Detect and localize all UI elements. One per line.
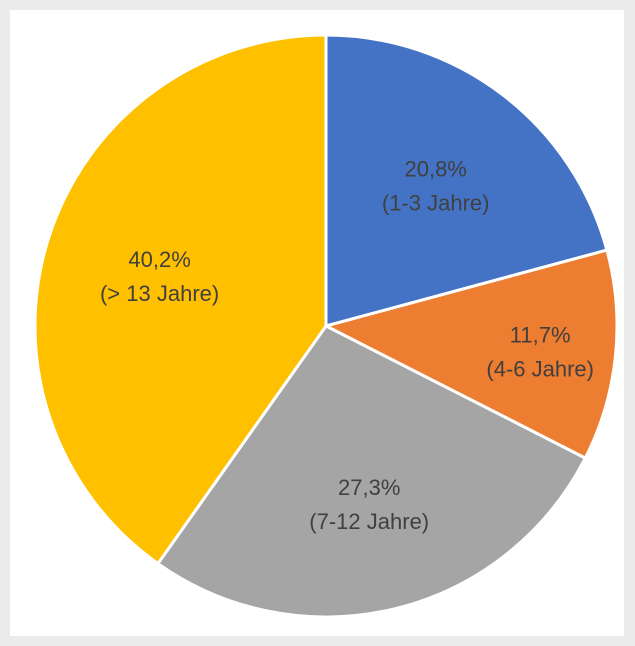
pie-slices <box>33 33 619 619</box>
slice-category-label-4: (> 13 Jahre) <box>100 281 219 306</box>
slice-value-label-3: 27,3% <box>338 475 400 500</box>
slice-value-label-4: 40,2% <box>128 247 190 272</box>
pie-slice-3 <box>156 324 587 619</box>
pie-slice-1 <box>324 33 609 328</box>
slice-category-label-1: (1-3 Jahre) <box>382 191 490 216</box>
pie-slice-4 <box>33 33 328 566</box>
slice-category-label-3: (7-12 Jahre) <box>309 509 429 534</box>
pie-labels: 20,8% (1-3 Jahre) 11,7% (4-6 Jahre) 27,3% (7-… <box>100 157 594 534</box>
slice-category-label-2: (4-6 Jahre) <box>486 356 594 381</box>
pie-slice-2 <box>324 248 619 460</box>
pie-chart: 20,8% (1-3 Jahre) 11,7% (4-6 Jahre) 27,3% (7-… <box>33 33 619 619</box>
slice-value-label-1: 20,8% <box>404 157 466 182</box>
slice-value-label-2: 11,7% <box>510 322 571 347</box>
chart-frame: 20,8% (1-3 Jahre) 11,7% (4-6 Jahre) 27,3% (7-… <box>10 10 624 636</box>
